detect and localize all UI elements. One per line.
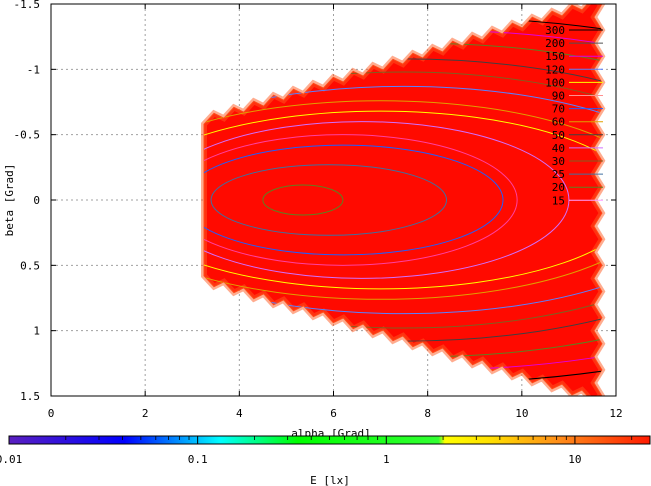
contour-line: [204, 121, 570, 279]
y-tick-label: -1.5: [14, 0, 41, 11]
contour-line: [204, 100, 602, 300]
x-tick-label: 12: [609, 407, 622, 420]
legend-label: 30: [552, 155, 565, 168]
legend-label: 300: [545, 24, 565, 37]
legend-label: 90: [552, 90, 565, 103]
legend-label: 150: [545, 50, 565, 63]
x-tick-label: 2: [142, 407, 149, 420]
legend-label: 50: [552, 129, 565, 142]
colorbar-tick-label: 0.01: [0, 453, 22, 466]
y-tick-label: 0.5: [20, 259, 40, 272]
legend-label: 20: [552, 181, 565, 194]
colorbar-ticks: 0.01 0.1 1 10: [0, 436, 582, 466]
x-axis-ticks: 0 2 4 6 8 10 12: [48, 4, 623, 420]
contour-line: [204, 134, 518, 266]
colorbar-label: E [lx]: [310, 474, 350, 486]
y-tick-label: -1: [27, 63, 40, 76]
y-tick-label: 1.5: [20, 390, 40, 403]
x-tick-label: 4: [236, 407, 243, 420]
y-axis-label: beta [Grad]: [3, 164, 16, 237]
x-tick-label: 10: [515, 407, 528, 420]
contour-line: [210, 164, 447, 236]
y-tick-label: -0.5: [14, 129, 41, 142]
y-tick-label: 1: [33, 325, 40, 338]
y-tick-label: 0: [33, 194, 40, 207]
contour-line: [204, 85, 602, 315]
legend-label: 60: [552, 116, 565, 129]
colorbar-tick-label: 10: [568, 453, 581, 466]
x-tick-label: 6: [330, 407, 337, 420]
colorbar-tick-label: 1: [383, 453, 390, 466]
region-edge-glow: [201, 4, 606, 396]
y-axis-ticks: -1.5 -1 -0.5 0 0.5 1 1.5: [14, 0, 616, 403]
legend-label: 200: [545, 37, 565, 50]
legend-label: 25: [552, 168, 565, 181]
contour-line: [204, 110, 602, 290]
legend-label: 120: [545, 63, 565, 76]
x-tick-label: 8: [424, 407, 431, 420]
contour-line: [204, 144, 504, 256]
contour-line: [262, 184, 344, 216]
colorbar-tick-label: 0.1: [188, 453, 208, 466]
colorbar-minor-ticks: [65, 436, 633, 440]
legend-label: 15: [552, 194, 565, 207]
x-tick-label: 0: [48, 407, 55, 420]
illuminance-region: [201, 4, 606, 396]
contour-line: [204, 71, 602, 329]
legend-label: 100: [545, 76, 565, 89]
legend-label: 40: [552, 142, 565, 155]
legend-label: 70: [552, 103, 565, 116]
